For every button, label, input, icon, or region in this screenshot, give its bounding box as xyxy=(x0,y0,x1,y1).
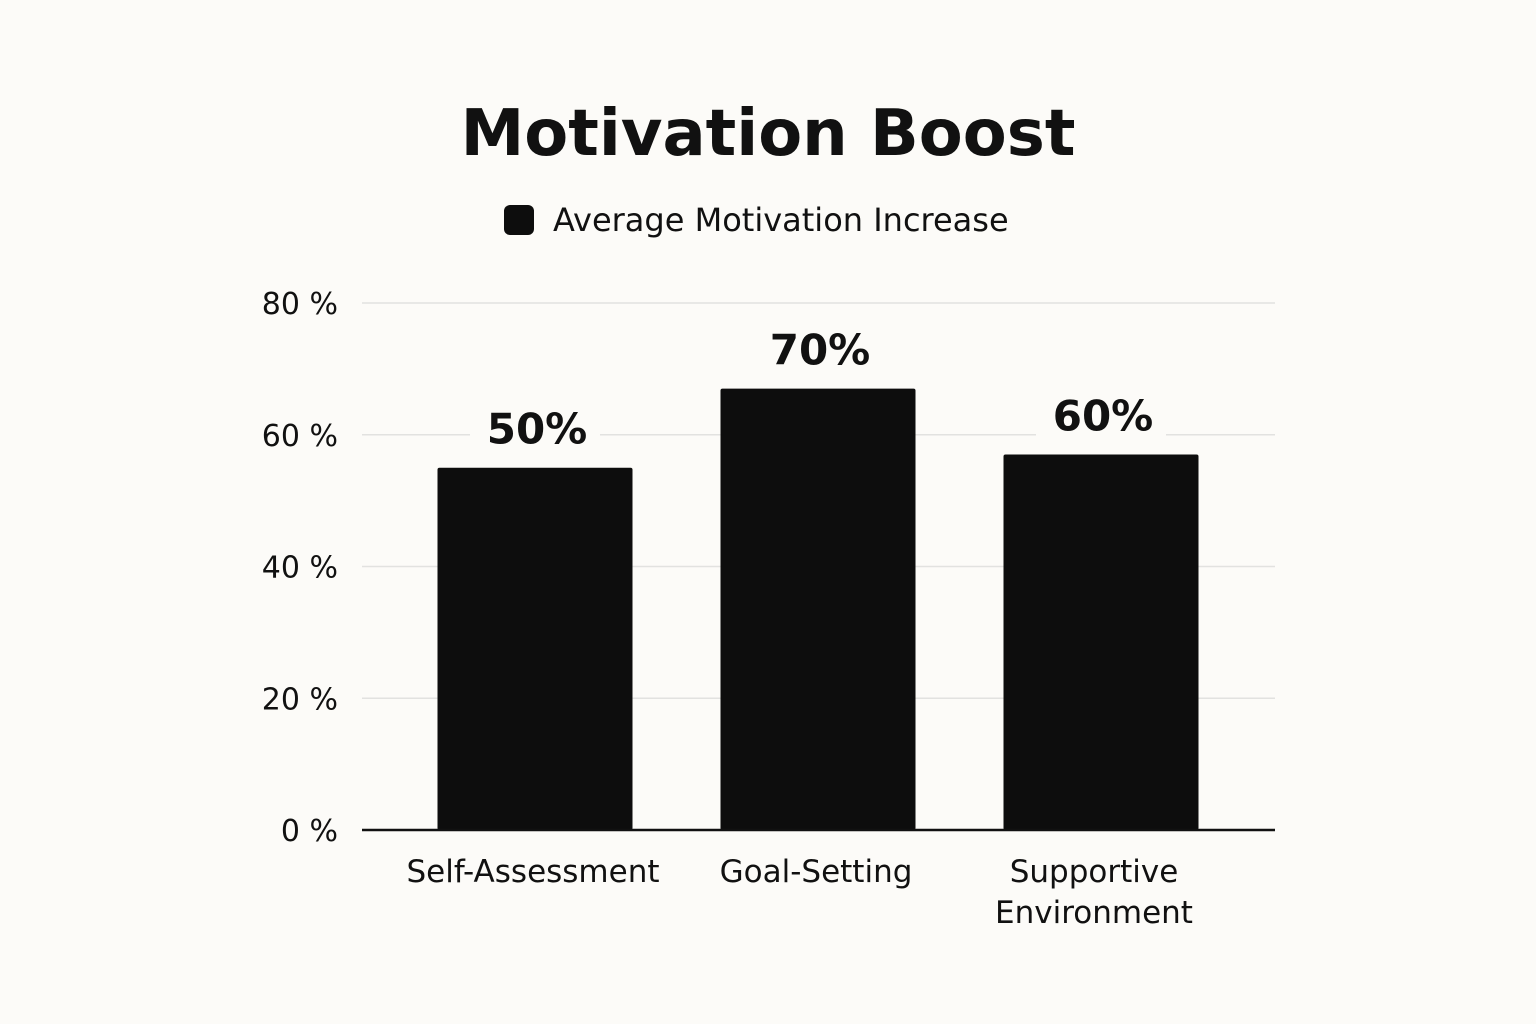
y-tick-label: 20 % xyxy=(262,682,338,717)
y-tick-label: 0 % xyxy=(281,814,338,849)
x-tick-label: Supportive xyxy=(1010,854,1179,890)
data-label-background xyxy=(470,400,600,457)
chart-title: Motivation Boost xyxy=(461,97,1076,171)
x-axis-labels: Self-Assessment Goal-Setting Supportive Env… xyxy=(406,854,1193,931)
data-label: 70% xyxy=(770,326,871,375)
data-label-background xyxy=(753,321,883,378)
x-tick-label: Environment xyxy=(995,895,1193,931)
bars xyxy=(437,388,1199,830)
bar xyxy=(437,467,633,830)
x-tick-label: Goal-Setting xyxy=(720,854,913,890)
legend-label: Average Motivation Increase xyxy=(553,201,1009,239)
x-tick-label: Self-Assessment xyxy=(406,854,659,890)
y-tick-label: 40 % xyxy=(262,551,338,586)
data-label: 60% xyxy=(1053,392,1154,441)
legend-swatch xyxy=(504,205,534,235)
data-labels: 50% 70% 60% xyxy=(470,321,1166,457)
data-label: 50% xyxy=(487,405,588,454)
y-axis-ticks: 0 % 20 % 40 % 60 % 80 % xyxy=(262,287,338,849)
y-tick-label: 60 % xyxy=(262,419,338,454)
legend: Average Motivation Increase xyxy=(504,201,1009,239)
y-tick-label: 80 % xyxy=(262,287,338,322)
bar xyxy=(720,388,916,830)
bar xyxy=(1003,454,1199,830)
data-label-background xyxy=(1036,387,1166,444)
